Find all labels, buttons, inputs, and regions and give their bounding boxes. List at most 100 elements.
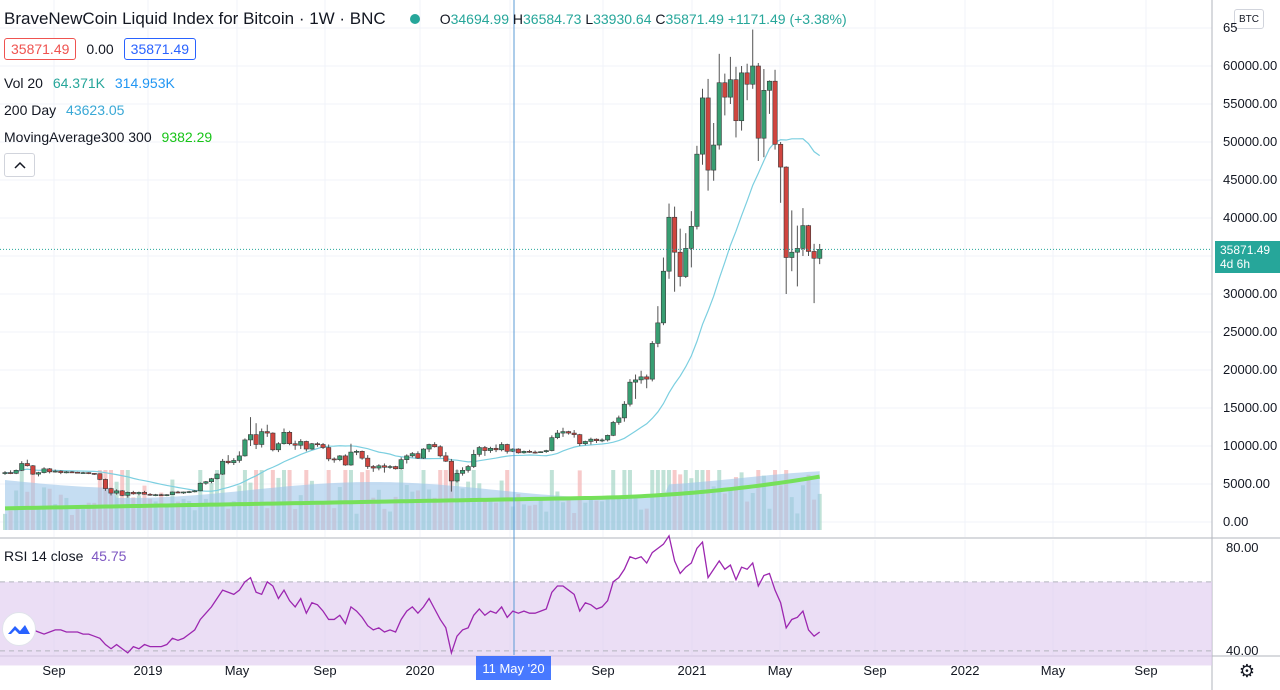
- candle-body: [532, 451, 538, 454]
- candle-body: [521, 451, 527, 454]
- candle-body: [348, 451, 354, 466]
- candle-body: [24, 463, 30, 467]
- candle-body: [454, 473, 460, 482]
- main-pane: [0, 0, 1212, 537]
- candle-body: [616, 417, 622, 423]
- price-tick-label: 40000.00: [1223, 210, 1278, 225]
- time-tick-label: Sep: [863, 663, 887, 678]
- candle-body: [398, 459, 404, 470]
- buy-price-button[interactable]: 35871.49: [123, 38, 197, 60]
- candle-body: [387, 466, 393, 468]
- candle-body: [125, 492, 131, 496]
- open-value: 34694.99: [450, 11, 509, 27]
- sell-price-button[interactable]: 35871.49: [4, 38, 77, 60]
- tradingview-logo-icon[interactable]: [2, 612, 36, 646]
- candle-body: [493, 447, 499, 451]
- candle-body: [365, 457, 371, 467]
- candle-body: [114, 490, 120, 494]
- volume-value: 64.371K: [52, 75, 105, 91]
- candle-body: [727, 79, 733, 98]
- candle-body: [415, 453, 421, 459]
- candle-body: [275, 443, 281, 451]
- gear-icon[interactable]: ⚙: [1238, 660, 1256, 681]
- candle-body: [761, 90, 767, 139]
- candle-body: [314, 443, 320, 446]
- price-tick-label: 60000.00: [1223, 58, 1278, 73]
- candle-body: [733, 79, 739, 122]
- candle-body: [694, 153, 700, 227]
- candle-body: [91, 473, 97, 475]
- candle-body: [515, 448, 521, 454]
- candle-body: [510, 448, 516, 452]
- candle-body: [705, 97, 711, 171]
- candle-body: [577, 434, 583, 445]
- candle-body: [80, 472, 86, 474]
- candle-body: [465, 466, 471, 471]
- chevron-up-icon: [13, 161, 26, 169]
- candle-body: [248, 434, 254, 441]
- candle-body: [203, 481, 209, 484]
- candle-body: [75, 471, 81, 474]
- candle-body: [432, 444, 438, 448]
- candle-body: [571, 432, 577, 435]
- candle-body: [482, 447, 488, 451]
- symbol-title[interactable]: BraveNewCoin Liquid Index for Bitcoin · …: [4, 9, 386, 28]
- candle-body: [30, 465, 36, 475]
- candle-body: [666, 216, 672, 272]
- candle-body: [660, 270, 666, 324]
- candle-body: [52, 470, 58, 473]
- candle-body: [716, 82, 722, 146]
- candle-body: [605, 435, 611, 441]
- candle-body: [298, 441, 304, 446]
- candle-body: [711, 144, 717, 171]
- candle-body: [566, 431, 572, 434]
- price-tick-label: 50000.00: [1223, 134, 1278, 149]
- candle-body: [699, 97, 705, 155]
- candle-body: [688, 226, 694, 249]
- candle-body: [287, 432, 293, 445]
- ma300-line: [4, 474, 821, 511]
- price-tick-label: 5000.00: [1223, 476, 1270, 491]
- candle-body: [644, 376, 650, 380]
- rsi-legend[interactable]: RSI 14 close 45.75: [4, 548, 127, 564]
- rsi-value: 45.75: [91, 548, 127, 564]
- ohlc-values: O34694.99 H36584.73 L33930.64 C35871.49 …: [439, 11, 847, 27]
- price-tick-label: 20000.00: [1223, 362, 1278, 377]
- price-tick-label: 45000.00: [1223, 172, 1278, 187]
- candle-body: [794, 248, 800, 253]
- time-tick-label: May: [767, 663, 793, 678]
- market-status-dot-icon: [409, 14, 420, 24]
- candle-body: [381, 465, 387, 468]
- candle-body: [236, 455, 242, 461]
- candle-body: [19, 463, 25, 471]
- candle-body: [242, 439, 248, 457]
- candle-body: [593, 438, 599, 441]
- candle-body: [130, 492, 136, 495]
- rsi-tick-label: 40.00: [1226, 642, 1259, 658]
- candle-body: [164, 494, 170, 496]
- rsi-tick-label: 80.00: [1226, 540, 1259, 556]
- candle-body: [772, 80, 778, 145]
- time-tick-label: Sep: [313, 663, 337, 678]
- ma200-legend[interactable]: 200 Day 43623.05: [4, 102, 125, 118]
- candle-body: [755, 65, 761, 139]
- trade-price-row: 35871.49 0.00 35871.49: [4, 38, 197, 60]
- change-value: +1171.49 (+3.38%): [727, 11, 847, 27]
- candle-body: [102, 479, 108, 489]
- collapse-legend-button[interactable]: [4, 153, 35, 177]
- currency-badge[interactable]: BTC: [1234, 9, 1264, 29]
- candle-body: [621, 403, 627, 419]
- close-value: 35871.49: [665, 11, 724, 27]
- rsi-band: [0, 581, 1212, 666]
- price-tick-label: 65: [1223, 20, 1238, 35]
- ma300-legend[interactable]: MovingAverage300 300 9382.29: [4, 129, 213, 145]
- price-tick-label: 15000.00: [1223, 400, 1278, 415]
- volume-legend[interactable]: Vol 20 64.371K 314.953K: [4, 75, 175, 91]
- candle-body: [225, 460, 231, 464]
- candle-body: [175, 491, 181, 494]
- candle-body: [538, 451, 544, 454]
- candle-body: [649, 343, 655, 380]
- candle-body: [420, 448, 426, 459]
- candle-body: [41, 468, 47, 473]
